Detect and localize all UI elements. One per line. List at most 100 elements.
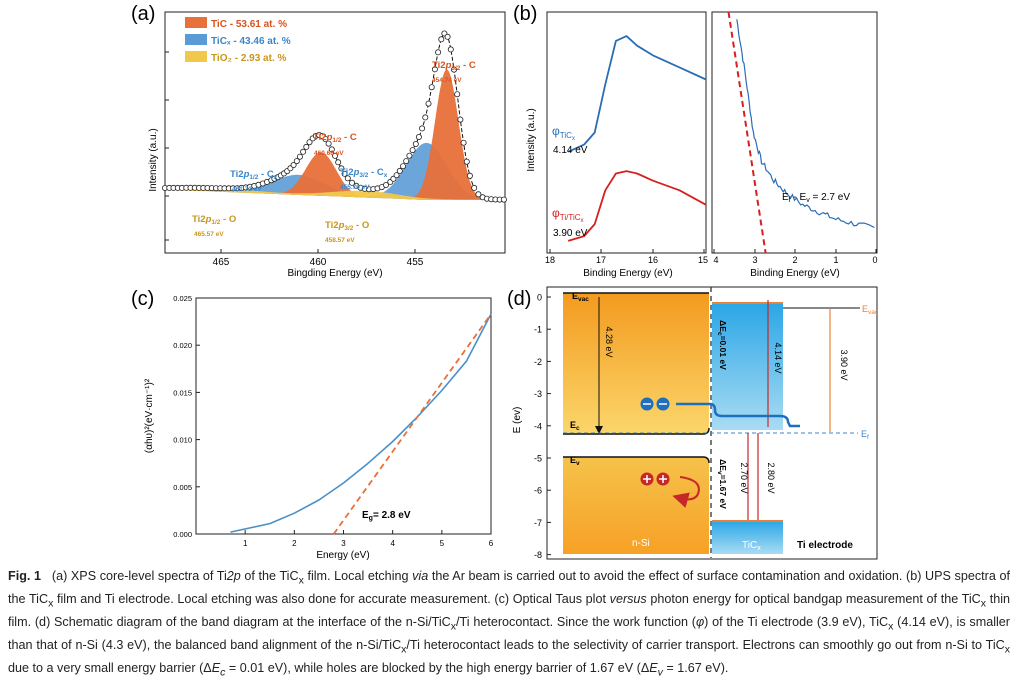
- c-ytick-label: 0.015: [173, 388, 192, 397]
- peak-energy-ti2p12-o: 465.57 eV: [194, 231, 224, 238]
- caption-fig-label: Fig. 1: [8, 569, 42, 583]
- xps-data-point: [328, 146, 335, 153]
- ticx-upper-region: [712, 303, 783, 430]
- xps-data-point: [460, 139, 467, 146]
- b-xtick-18: 18: [545, 255, 555, 265]
- xps-data-point: [466, 172, 473, 179]
- d-ytick-label: -8: [534, 550, 542, 560]
- legend-swatch-tic: [185, 17, 207, 28]
- c-xtick-label: 2: [292, 539, 297, 548]
- taus-plot: [230, 313, 492, 535]
- xps-data-point: [306, 139, 313, 146]
- panel-b: (b) Intensity (a.u.) φTiCx 4.14 eV φTi/T…: [513, 3, 878, 279]
- xps-data-point: [419, 125, 426, 132]
- peak-energy-ti2p12-c: 460.66 eV: [314, 150, 344, 157]
- c-xtick-label: 4: [390, 539, 395, 548]
- xps-data-point: [293, 158, 300, 165]
- nsi-wf-label: 4.28 eV: [604, 326, 614, 357]
- panel-b-xticks: [549, 249, 877, 253]
- nsi-ev-line: [563, 456, 710, 464]
- xps-data-point: [348, 179, 355, 186]
- nsi-ec-line: [563, 427, 710, 435]
- xps-data-point: [303, 143, 310, 150]
- peak-label-ti2p32-o: Ti2p3/2 - O: [325, 220, 369, 232]
- d-ytick-label: -1: [534, 325, 542, 335]
- xps-data-point: [396, 167, 403, 174]
- taus-fit-line: [332, 313, 492, 535]
- xps-data-point: [290, 161, 297, 168]
- ef-label: Ef: [861, 429, 869, 441]
- legend-swatch-tio2: [185, 51, 207, 62]
- panel-d-frame: [546, 286, 878, 560]
- panel-d: (d) E (ev) 0-1-2-3-4-5-6-7-8 Evac Ec Ev …: [507, 286, 879, 560]
- ev-label: Ev: [570, 455, 580, 467]
- xps-data-point: [403, 158, 410, 165]
- c-xtick-label: 6: [489, 539, 494, 548]
- peak-label-ti2p12-cx: Ti2p1/2 - Cx: [230, 169, 278, 181]
- panel-b-left-frame: [546, 11, 707, 254]
- ticx-wf-label: 4.14 eV: [773, 342, 783, 373]
- ticx-label: TiCx: [742, 540, 761, 552]
- panel-b-xlabel-right: Binding Energy (eV): [750, 268, 840, 279]
- panel-a-xtick-460: 460: [310, 257, 327, 268]
- phi-ticx-value: 4.14 eV: [553, 145, 588, 156]
- xps-data-point: [325, 140, 332, 147]
- nsi-label: n-Si: [632, 538, 650, 549]
- dev-label: ΔEv=1.67 eV: [716, 459, 728, 509]
- xps-data-point: [500, 196, 507, 203]
- electron-flow-path: [676, 402, 800, 428]
- peak-energy-ti2p12-cx: 461.72 eV: [232, 186, 262, 193]
- c-ytick-label: 0.005: [173, 483, 192, 492]
- panel-c-label: (c): [131, 288, 154, 310]
- panel-c-xlabel: Energy (eV): [316, 550, 369, 561]
- xps-data-point: [450, 66, 457, 73]
- panel-a-xticks: [220, 249, 416, 253]
- ec-label: Ec: [570, 420, 580, 432]
- ups-fit-line: [727, 11, 767, 254]
- panel-a: (a) Intensity (a.u.) TiC - 53.61 at. % T…: [131, 3, 507, 279]
- legend-ticx: TiCₓ - 43.46 at. %: [211, 36, 291, 47]
- c-xtick-label: 3: [341, 539, 346, 548]
- xps-plot: [161, 30, 507, 203]
- panel-b-right-frame: [711, 11, 878, 254]
- ups-left-series-0: [567, 35, 707, 153]
- ups-left-series-1: [567, 170, 707, 242]
- peak-label-ti2p32-c: Ti2p3/2 - C: [432, 60, 476, 72]
- panel-a-label: (a): [131, 3, 155, 25]
- peak-energy-ti2p32-c: 454.74 eV: [432, 77, 462, 84]
- xps-data-point: [463, 158, 470, 165]
- peak-label-ti2p12-c: Ti2p1/2 - C: [313, 132, 357, 144]
- b-xtick-17: 17: [596, 255, 606, 265]
- ups-right-series: [736, 19, 875, 229]
- d-ytick-label: -5: [534, 454, 542, 464]
- nsi-upper-region: [563, 293, 709, 434]
- ef-ev-label: Ef - Ev = 2.7 eV: [782, 192, 850, 204]
- figure-caption: Fig. 1 (a) XPS core-level spectra of Ti2…: [8, 569, 1011, 679]
- xps-data-point: [296, 153, 303, 160]
- c-ytick-label: 0.000: [173, 530, 192, 539]
- d-ytick-label: -6: [534, 486, 542, 496]
- panel-b-label: (b): [513, 3, 537, 25]
- c-ytick-label: 0.010: [173, 436, 192, 445]
- xps-component-1: [165, 142, 505, 200]
- xps-data-point: [438, 36, 445, 43]
- phi-titicx-value: 3.90 eV: [553, 228, 588, 239]
- d-ytick-label: 0: [537, 293, 542, 303]
- c-xtick-label: 1: [243, 539, 248, 548]
- phi-ticx-label: φTiCx: [552, 124, 575, 142]
- xps-data-point: [415, 133, 422, 140]
- xps-data-point: [322, 135, 329, 142]
- xps-data-point: [444, 33, 451, 40]
- gap1-label: 2.70 eV: [739, 462, 749, 493]
- xps-data-point: [382, 181, 389, 188]
- c-ytick-label: 0.020: [173, 341, 192, 350]
- b-xtick-2: 2: [792, 255, 797, 265]
- ups-plot: [567, 11, 875, 254]
- panel-d-label: (d): [507, 288, 531, 310]
- legend-tio2: TiO₂ - 2.93 at. %: [211, 53, 287, 64]
- xps-data-point: [471, 184, 478, 191]
- xps-data-point: [338, 165, 345, 172]
- taus-curve: [230, 313, 492, 533]
- xps-data-point: [457, 116, 464, 123]
- eg-label: Eg= 2.8 eV: [362, 510, 411, 522]
